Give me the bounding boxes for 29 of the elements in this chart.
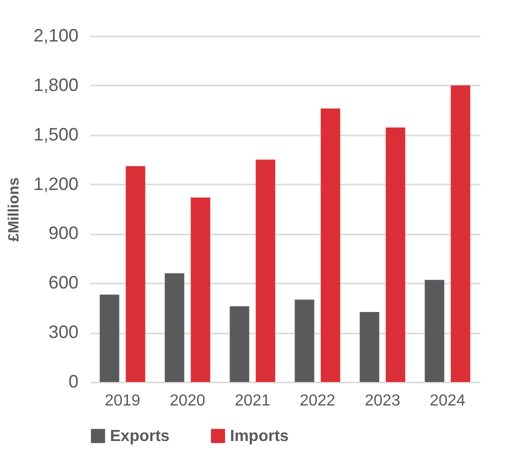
legend-label: Exports <box>110 428 170 445</box>
bar <box>164 273 184 382</box>
y-tick-label: 1,800 <box>33 74 78 95</box>
bar <box>230 306 250 382</box>
bar <box>190 197 210 382</box>
bar <box>424 280 444 382</box>
x-tick-label: 2023 <box>364 392 400 410</box>
y-tick-label: 1,500 <box>33 124 78 144</box>
y-axis-title: £Millions <box>5 177 22 242</box>
bar <box>450 85 470 382</box>
y-tick-label: 300 <box>48 322 78 342</box>
x-tick-label: 2022 <box>300 392 336 410</box>
y-tick-label: 0 <box>68 372 78 392</box>
x-tick-label: 2024 <box>430 392 466 410</box>
bar <box>320 108 340 382</box>
y-tick-label: 1,200 <box>33 174 78 194</box>
bar <box>100 294 120 382</box>
x-tick-label: 2021 <box>234 392 270 410</box>
bar <box>386 127 406 382</box>
legend-label: Imports <box>230 428 289 445</box>
bar <box>126 166 146 382</box>
bar <box>256 160 276 382</box>
x-tick-label: 2020 <box>170 392 206 410</box>
bar <box>360 312 380 382</box>
y-tick-label: 900 <box>48 223 78 244</box>
y-tick-label: 600 <box>48 272 78 293</box>
y-tick-label: 2,100 <box>33 26 78 46</box>
x-tick-label: 2019 <box>104 392 140 410</box>
bar <box>294 300 314 382</box>
